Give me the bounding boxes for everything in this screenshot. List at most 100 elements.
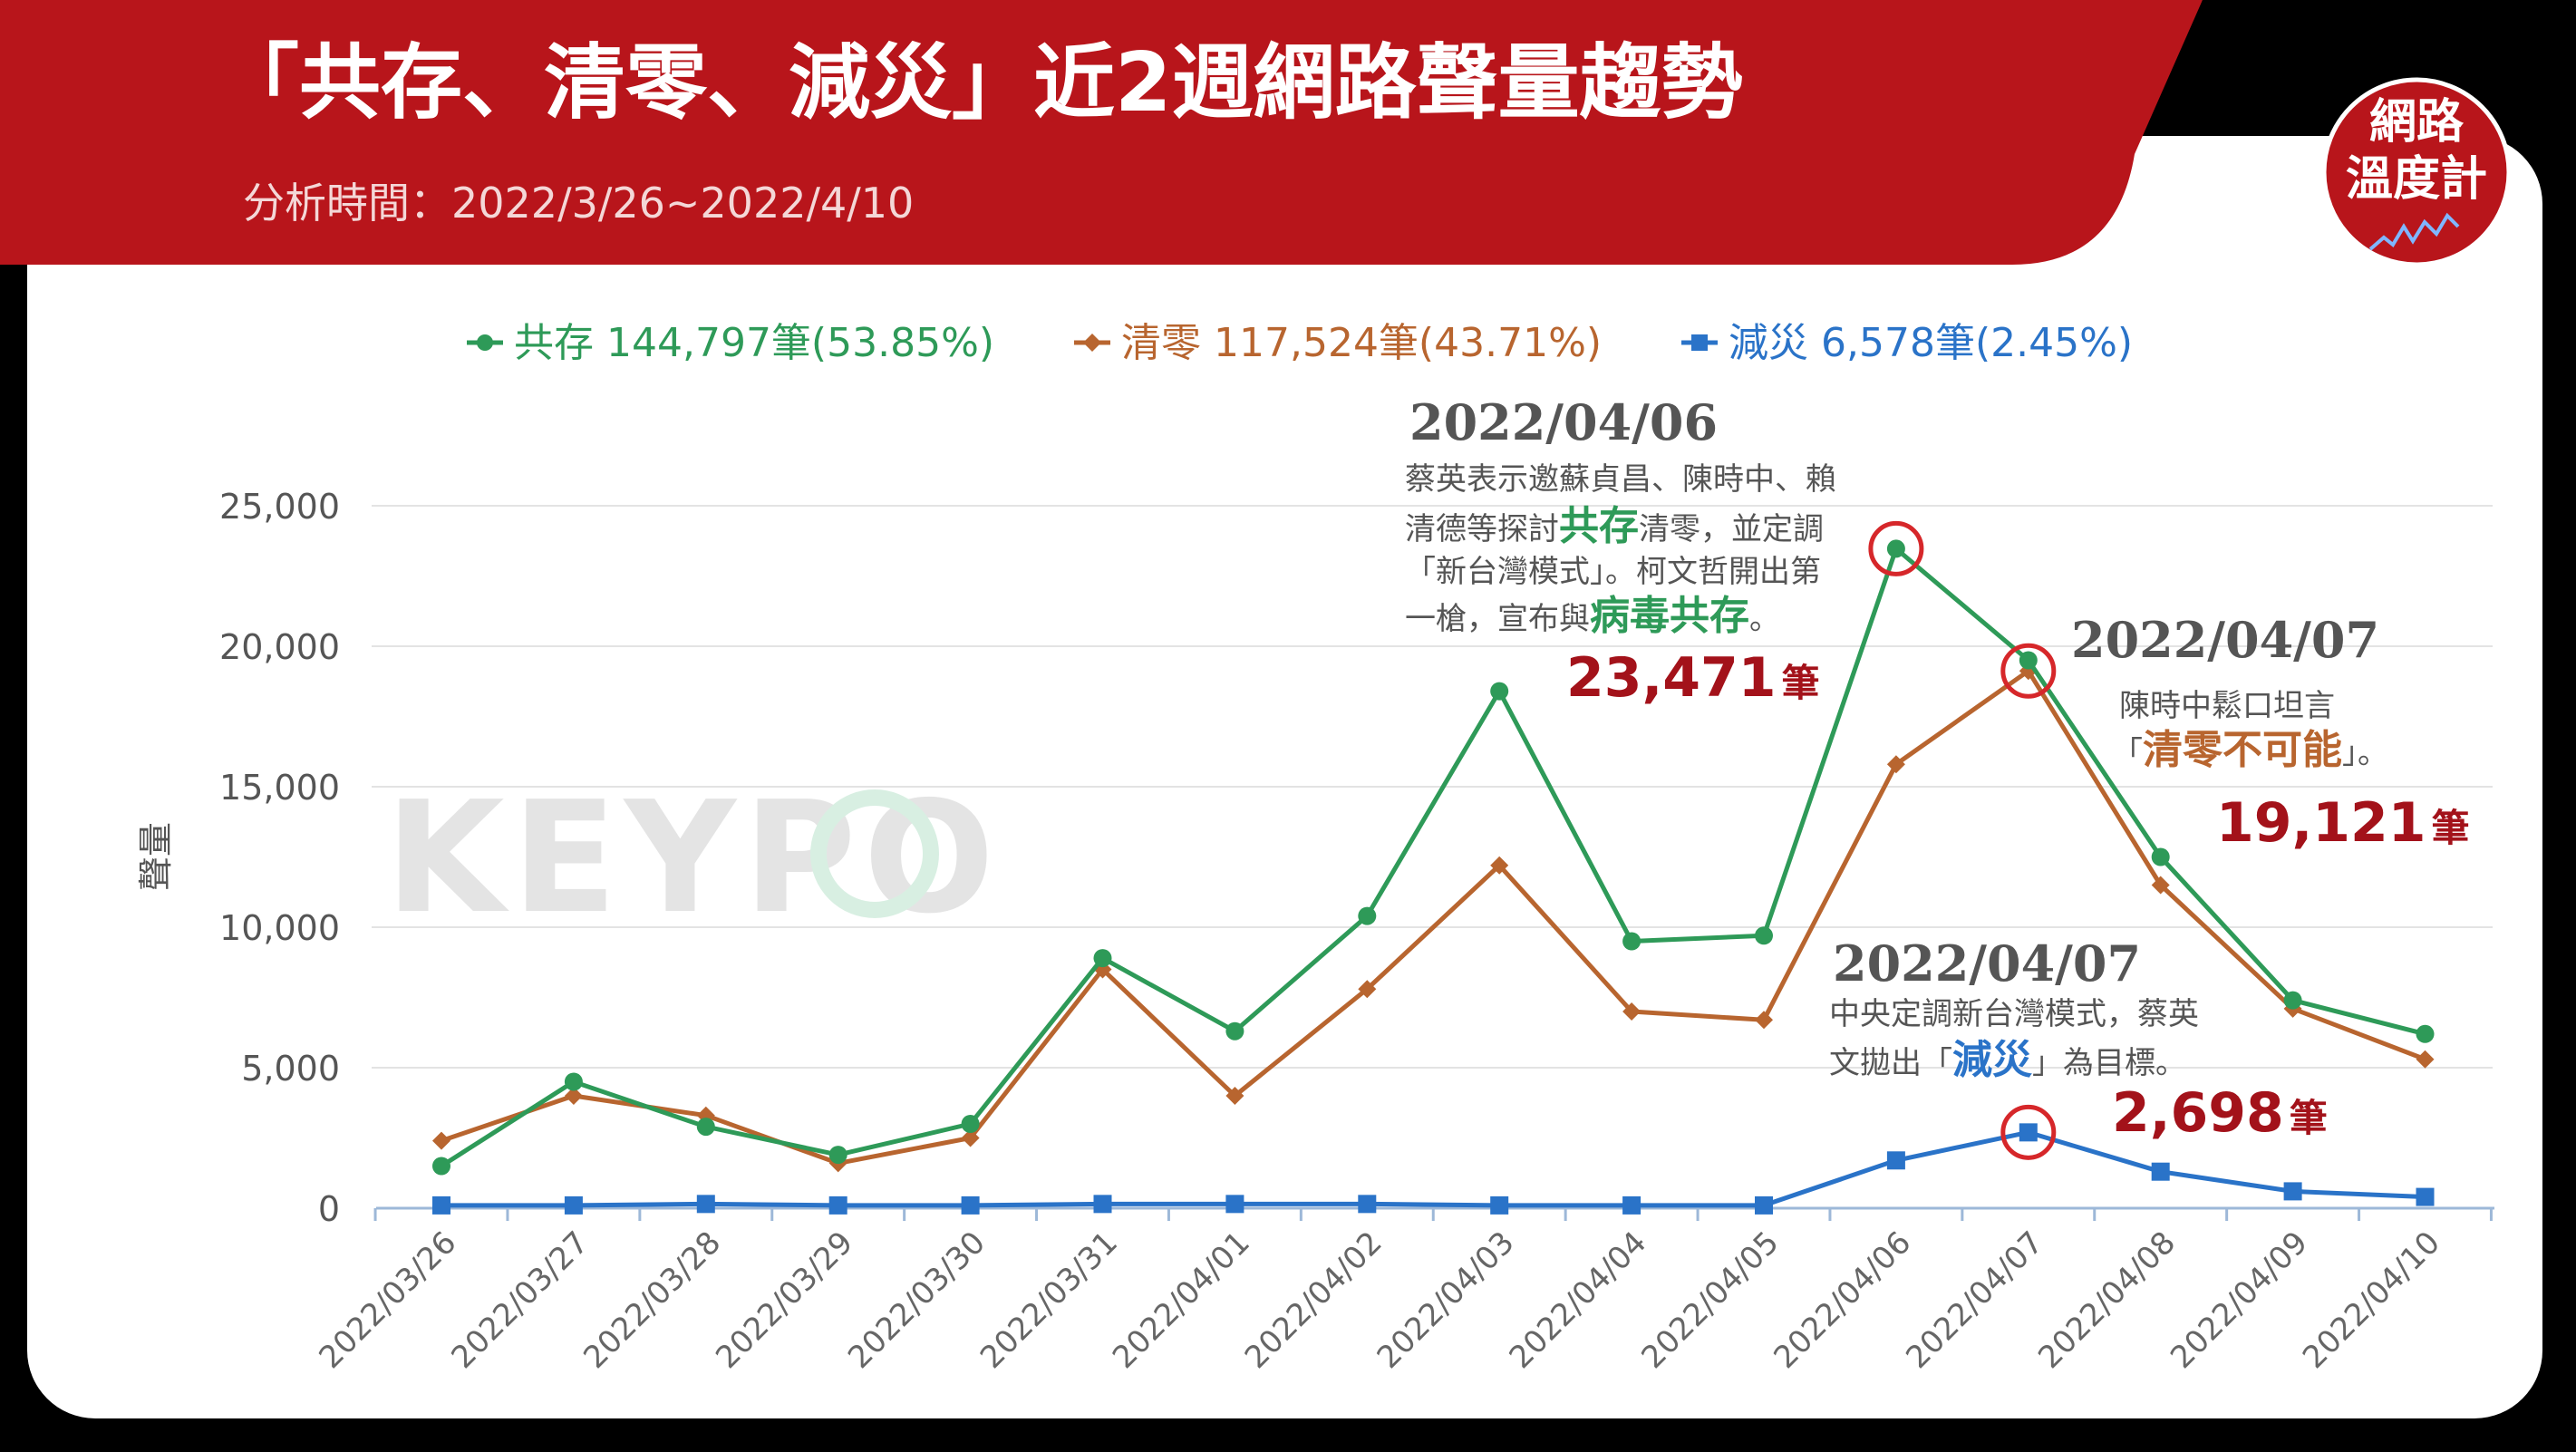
legend-marker bbox=[1083, 334, 1101, 352]
annotation-text-line: 蔡英表示邀蘇貞昌、陳時中、賴 bbox=[1405, 461, 1836, 498]
data-point bbox=[1358, 1195, 1377, 1214]
logo-line1: 網路 bbox=[2369, 95, 2465, 150]
legend-marker bbox=[1691, 334, 1708, 351]
y-axis-label: 聲量 bbox=[136, 822, 176, 891]
legend-item: 清零 117,524筆(43.71%) bbox=[1074, 320, 1602, 366]
annotation-text-line: 陳時中鬆口坦言 bbox=[2119, 688, 2335, 724]
data-point bbox=[1622, 932, 1641, 951]
series-line bbox=[441, 1129, 2426, 1208]
y-tick-labels: 0 5,000 10,000 15,000 20,000 25,000 bbox=[219, 487, 340, 1229]
annotation-date: 2022/04/07 bbox=[2071, 611, 2379, 669]
data-point bbox=[2283, 991, 2302, 1010]
data-point bbox=[2416, 1050, 2435, 1069]
series-line bbox=[440, 546, 2426, 1168]
annotation-date: 2022/04/06 bbox=[1409, 393, 1718, 451]
legend-marker bbox=[477, 334, 493, 351]
annotation-value: 23,471 筆 bbox=[1566, 646, 1820, 710]
annotation-value: 2,698 筆 bbox=[2112, 1081, 2328, 1145]
data-point bbox=[564, 1087, 583, 1105]
y-tick-label: 15,000 bbox=[219, 768, 340, 808]
data-point bbox=[1755, 1011, 1773, 1030]
data-point bbox=[1755, 1195, 1773, 1215]
data-point bbox=[1358, 906, 1377, 925]
chart-card bbox=[27, 136, 2542, 1418]
data-point bbox=[828, 1195, 847, 1215]
watermark-icon bbox=[810, 789, 939, 918]
data-point bbox=[1886, 539, 1905, 558]
legend-item: 共存 144,797筆(53.85%) bbox=[467, 320, 994, 366]
chart-legend: 共存 144,797筆(53.85%) 清零 117,524筆(43.71%) 減災… bbox=[467, 320, 2133, 366]
data-point bbox=[1755, 926, 1773, 945]
header-corner bbox=[2184, 0, 2576, 45]
data-point bbox=[2151, 847, 2170, 866]
annotation-0407-mitigate: 2022/04/07 中央定調新台灣模式，蔡英 文拋出「減災」為目標。 2,69… bbox=[1829, 934, 2328, 1145]
data-point bbox=[1490, 856, 1509, 875]
series-0 bbox=[432, 539, 2435, 1176]
highlight-circle bbox=[2000, 643, 2057, 699]
data-point bbox=[1358, 980, 1377, 999]
annotation-date: 2022/04/07 bbox=[1833, 934, 2141, 992]
highlight-circle bbox=[2000, 1104, 2057, 1160]
logo-badge bbox=[2321, 77, 2512, 267]
highlight-circle bbox=[1868, 520, 1924, 576]
data-point bbox=[2151, 876, 2170, 895]
header-band bbox=[0, 0, 2203, 265]
data-point bbox=[961, 1115, 980, 1133]
annotation-value: 19,121 筆 bbox=[2216, 791, 2470, 855]
series-group bbox=[432, 539, 2435, 1215]
legend-label: 清零 117,524筆(43.71%) bbox=[1121, 320, 1602, 366]
annotation-text-line: 文拋出「減災」為目標。 bbox=[1829, 1037, 2186, 1083]
data-point bbox=[2416, 1187, 2435, 1206]
data-point bbox=[1490, 1195, 1509, 1215]
logo-pulse-icon bbox=[2368, 212, 2460, 251]
data-point bbox=[1225, 1087, 1244, 1105]
data-point bbox=[1490, 682, 1509, 701]
legend-label: 共存 144,797筆(53.85%) bbox=[514, 320, 994, 366]
annotation-text-line: 清德等探討共存清零，並定調 bbox=[1405, 503, 1824, 549]
annotation-text-line: 「清零不可能」。 bbox=[2112, 727, 2388, 773]
y-tick-label: 5,000 bbox=[241, 1049, 340, 1089]
data-point bbox=[432, 1131, 450, 1150]
legend-item: 減災 6,578筆(2.45%) bbox=[1681, 320, 2133, 366]
y-tick-label: 20,000 bbox=[219, 627, 340, 667]
page-subtitle: 分析時間：2022/3/26~2022/4/10 bbox=[243, 179, 914, 227]
keypo-watermark: KEYPO bbox=[385, 769, 1002, 948]
data-point bbox=[1886, 755, 1905, 774]
annotation-text-line: 「新台灣模式」。柯文哲開出第 bbox=[1405, 554, 1821, 590]
logo-line2: 溫度計 bbox=[2346, 152, 2487, 207]
data-point bbox=[2151, 1162, 2170, 1181]
data-point bbox=[1225, 1195, 1244, 1214]
data-point bbox=[1622, 1195, 1641, 1215]
data-point bbox=[432, 1195, 450, 1215]
data-point bbox=[1622, 1002, 1641, 1021]
data-point bbox=[961, 1195, 980, 1215]
data-point bbox=[2019, 651, 2038, 670]
series-2 bbox=[432, 1123, 2435, 1215]
data-point bbox=[828, 1146, 847, 1165]
y-tick-label: 10,000 bbox=[219, 908, 340, 948]
data-point bbox=[1886, 1151, 1905, 1170]
data-point bbox=[696, 1195, 715, 1214]
data-point bbox=[696, 1118, 715, 1137]
data-point bbox=[1225, 1021, 1244, 1041]
highlight-circles bbox=[1868, 520, 2057, 1160]
watermark-text: KEYPO bbox=[385, 769, 1002, 948]
data-point bbox=[2019, 1123, 2038, 1142]
data-point bbox=[1093, 949, 1112, 968]
legend-label: 減災 6,578筆(2.45%) bbox=[1729, 320, 2133, 366]
data-point bbox=[2416, 1024, 2435, 1043]
data-point bbox=[2283, 1182, 2302, 1201]
y-tick-label: 0 bbox=[318, 1189, 340, 1229]
annotation-text-line: 一槍，宣布與病毒共存。 bbox=[1405, 593, 1780, 639]
logo: 網路 溫度計 bbox=[2321, 77, 2512, 267]
data-point bbox=[564, 1195, 583, 1215]
data-point bbox=[564, 1072, 583, 1091]
data-point bbox=[1093, 1195, 1112, 1214]
data-point bbox=[961, 1128, 980, 1147]
annotation-0407-zero: 2022/04/07 陳時中鬆口坦言 「清零不可能」。 19,121 筆 bbox=[2071, 611, 2470, 855]
data-point bbox=[432, 1157, 450, 1176]
annotation-text-line: 中央定調新台灣模式，蔡英 bbox=[1829, 996, 2199, 1032]
y-tick-label: 25,000 bbox=[219, 487, 340, 527]
